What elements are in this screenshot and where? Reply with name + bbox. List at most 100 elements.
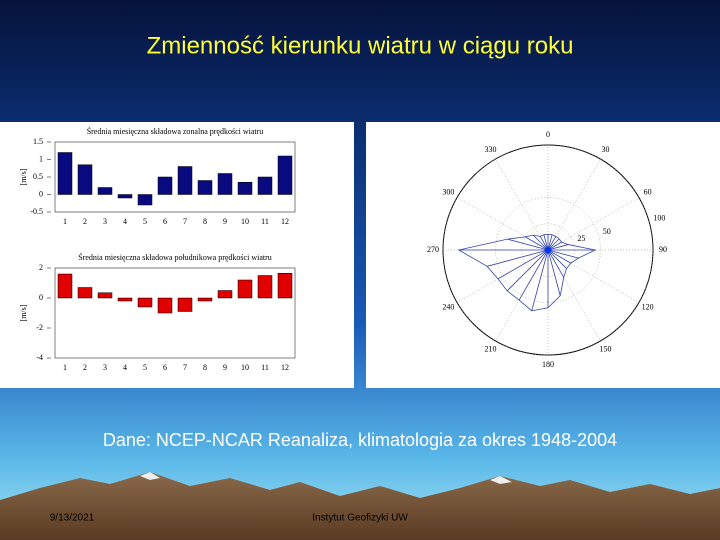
rose-spoke — [547, 249, 579, 259]
x-tick-label: 11 — [261, 363, 269, 372]
angle-grid — [547, 197, 640, 251]
caption: Dane: NCEP-NCAR Reanaliza, klimatologia … — [103, 430, 617, 450]
bar — [137, 194, 153, 206]
rose-spoke — [531, 249, 549, 311]
bar — [217, 290, 233, 299]
angle-tick-label: 270 — [427, 245, 439, 254]
x-tick-label: 7 — [183, 217, 187, 226]
x-tick-label: 1 — [63, 363, 67, 372]
angle-tick-label: 120 — [642, 302, 654, 311]
bar — [237, 279, 253, 299]
bar — [277, 273, 293, 299]
r-tick-label: 25 — [577, 234, 585, 243]
x-tick-label: 7 — [183, 363, 187, 372]
bar — [137, 297, 153, 308]
angle-tick-label: 330 — [485, 145, 497, 154]
x-tick-label: 8 — [203, 363, 207, 372]
y-tick-label: 1.5 — [33, 137, 43, 146]
y-axis-label: [m/s] — [19, 168, 28, 185]
chart-title: Średnia miesięczna składowa zonalna pręd… — [87, 126, 264, 136]
rose-spoke — [518, 249, 549, 301]
angle-grid — [547, 158, 601, 251]
y-tick-label: 1 — [39, 154, 43, 163]
bar — [117, 194, 133, 199]
slide-title: Zmienność kierunku wiatru w ciągu roku — [147, 32, 574, 59]
y-tick-label: 0 — [39, 293, 43, 302]
r-tick-label: 50 — [603, 227, 611, 236]
snow — [140, 472, 160, 480]
x-tick-label: 12 — [281, 217, 289, 226]
bar — [117, 297, 133, 302]
rose-spoke — [507, 238, 549, 251]
bar — [57, 273, 73, 299]
angle-grid — [495, 158, 549, 251]
angle-grid — [456, 197, 549, 251]
bar — [237, 182, 253, 195]
rose-spoke — [487, 249, 549, 267]
angle-grid — [547, 249, 640, 303]
y-axis-label: [m/s] — [19, 304, 28, 321]
x-tick-label: 11 — [261, 217, 269, 226]
y-tick-label: -2 — [36, 323, 43, 332]
r-tick-label: 100 — [653, 214, 665, 223]
chart-title: Średnia miesięczna składowa południkowa … — [78, 252, 272, 262]
x-tick-label: 9 — [223, 217, 227, 226]
bar — [97, 187, 113, 195]
rose-spoke — [547, 249, 571, 264]
rose-spoke — [532, 234, 549, 251]
x-tick-label: 5 — [143, 363, 147, 372]
rose-spoke — [547, 249, 561, 296]
angle-grid — [495, 249, 549, 342]
angle-tick-label: 210 — [485, 344, 497, 353]
angle-tick-label: 240 — [442, 302, 454, 311]
angle-tick-label: 180 — [542, 360, 554, 369]
bar — [57, 152, 73, 195]
date: 9/13/2021 — [50, 513, 95, 524]
angle-tick-label: 300 — [442, 187, 454, 196]
plot-frame — [54, 267, 296, 359]
rose-spoke — [547, 249, 565, 278]
bar — [277, 155, 293, 195]
grid-circle — [442, 144, 654, 356]
angle-tick-label: 90 — [659, 245, 667, 254]
y-tick-label: 0 — [39, 189, 43, 198]
bar — [157, 176, 173, 195]
y-tick-label: -4 — [36, 353, 43, 362]
x-tick-label: 10 — [241, 363, 249, 372]
angle-grid — [547, 249, 601, 342]
x-tick-label: 8 — [203, 217, 207, 226]
angle-tick-label: 30 — [602, 145, 610, 154]
footer: Instytut Geofizyki UW — [312, 513, 408, 524]
x-tick-label: 3 — [103, 363, 107, 372]
x-tick-label: 2 — [83, 363, 87, 372]
angle-tick-label: 60 — [644, 187, 652, 196]
bar — [257, 176, 273, 195]
mountains — [0, 472, 720, 540]
y-tick-label: -0.5 — [30, 207, 43, 216]
rose-outline — [457, 233, 597, 312]
plot-frame — [54, 141, 296, 213]
x-tick-label: 1 — [63, 217, 67, 226]
bar — [177, 166, 193, 195]
x-tick-label: 3 — [103, 217, 107, 226]
bar — [257, 275, 273, 299]
snow — [490, 476, 512, 484]
angle-tick-label: 150 — [600, 344, 612, 353]
x-tick-label: 10 — [241, 217, 249, 226]
x-tick-label: 2 — [83, 217, 87, 226]
x-tick-label: 5 — [143, 217, 147, 226]
rose-spoke — [547, 249, 567, 269]
bar — [97, 292, 113, 299]
x-tick-label: 6 — [163, 363, 167, 372]
x-tick-label: 4 — [123, 217, 127, 226]
bar — [77, 164, 93, 195]
x-tick-label: 9 — [223, 363, 227, 372]
bar — [197, 297, 213, 302]
rose-spoke — [506, 249, 549, 292]
bar — [197, 180, 213, 195]
y-tick-label: 2 — [39, 263, 43, 272]
grid-circle — [495, 197, 601, 303]
x-tick-label: 6 — [163, 217, 167, 226]
bar — [177, 297, 193, 312]
